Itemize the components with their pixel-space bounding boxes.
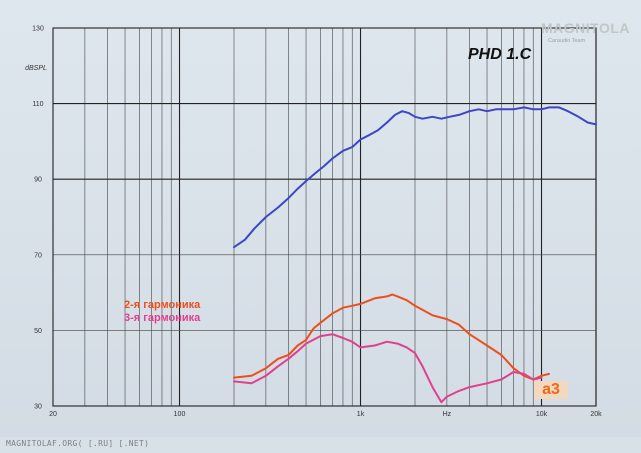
y-tick-label: 130	[32, 26, 44, 33]
y-unit-label: dBSPL	[25, 65, 47, 72]
chart-frame: 20 100 1k 10k 20k Hz 130 110 90 70 50 30 dBSPL PHD 1…	[0, 0, 641, 437]
grid	[52, 27, 597, 407]
x-tick-label: 1k	[357, 411, 365, 418]
x-tick-label: 100	[174, 411, 186, 418]
y-tick-label: 30	[34, 404, 42, 411]
chart-title: PHD 1.C	[468, 46, 532, 63]
frequency-response-chart: 20 100 1k 10k 20k Hz 130 110 90 70 50 30 dBSPL	[25, 26, 602, 419]
x-tick-label: 20k	[590, 411, 602, 418]
second-harmonic-line	[233, 293, 550, 381]
y-tick-label: 70	[34, 252, 42, 259]
y-tick-label: 50	[34, 328, 42, 335]
plot-border	[52, 27, 597, 407]
watermark-logo-subtitle: Caraudio Team	[548, 38, 586, 44]
x-tick-label: 10k	[536, 411, 548, 418]
x-tick-label: 20	[49, 411, 57, 418]
fundamental-response-line	[233, 106, 597, 249]
y-tick-label: 90	[34, 177, 42, 184]
watermark-logo: MAGNITOLA	[541, 20, 631, 36]
series-lines	[233, 106, 597, 404]
tick-labels: 20 100 1k 10k 20k Hz 130 110 90 70 50 30 dBSPL	[25, 26, 602, 419]
footer-watermark: MAGNITOLAF.ORG( [.RU] [.NET)	[6, 439, 150, 448]
legend-third-harmonic: 3-я гармоника	[124, 312, 201, 324]
third-harmonic-line	[233, 333, 543, 404]
a3-badge: a3	[534, 381, 568, 399]
legend-second-harmonic: 2-я гармоника	[124, 299, 201, 311]
x-unit-label: Hz	[443, 411, 452, 418]
y-tick-label: 110	[32, 101, 43, 108]
